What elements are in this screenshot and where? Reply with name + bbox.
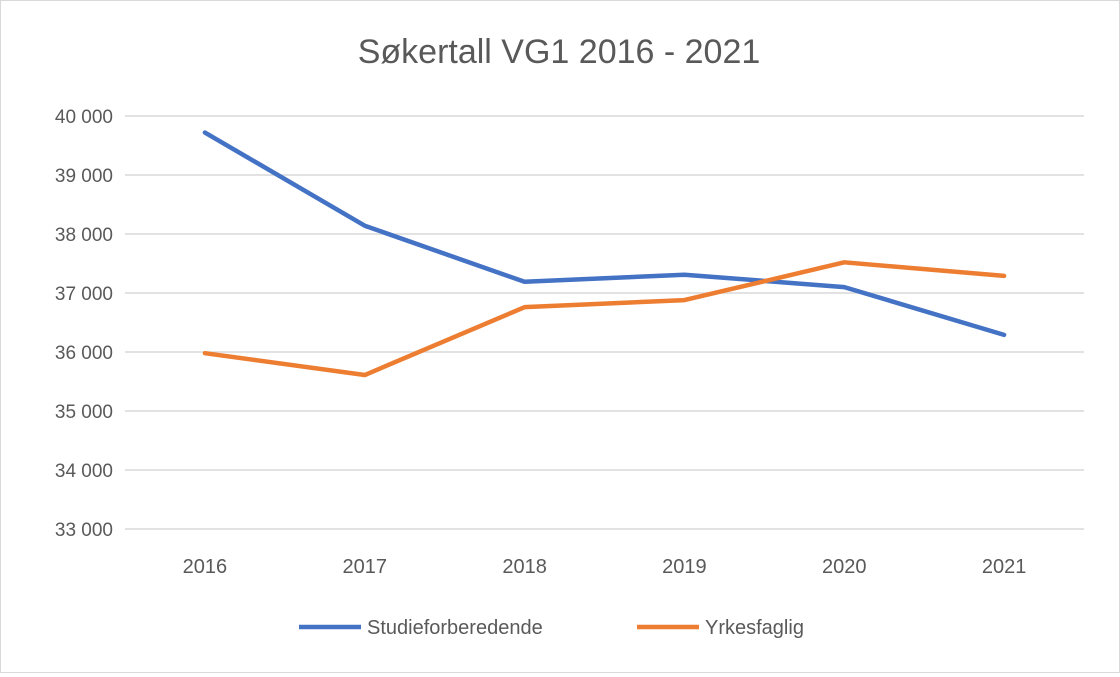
y-tick-label: 37 000: [55, 284, 113, 305]
y-tick-label: 38 000: [55, 225, 113, 246]
legend-item: Yrkesfaglig: [637, 617, 804, 639]
y-axis-ticks: 33 000 34 000 35 000 36 000 37 000 38 000 39 0…: [55, 107, 113, 541]
y-tick-label: 35 000: [55, 402, 113, 423]
legend-item: Studieforberedende: [299, 617, 543, 639]
x-tick-label: 2020: [822, 556, 867, 578]
x-tick-label: 2021: [982, 556, 1027, 578]
x-axis-ticks: 2016 2017 2018 2019 2020 2021: [183, 556, 1027, 578]
legend: Studieforberedende Yrkesfaglig: [299, 617, 804, 639]
chart-title: Søkertall VG1 2016 - 2021: [358, 33, 761, 71]
y-tick-label: 33 000: [55, 520, 113, 541]
x-tick-label: 2018: [502, 556, 547, 578]
y-tick-label: 36 000: [55, 343, 113, 364]
gridlines: [125, 116, 1084, 529]
x-tick-label: 2017: [343, 556, 388, 578]
legend-label: Studieforberedende: [367, 617, 543, 639]
y-tick-label: 39 000: [55, 166, 113, 187]
series-lines: [205, 132, 1004, 375]
y-tick-label: 34 000: [55, 461, 113, 482]
x-tick-label: 2016: [183, 556, 228, 578]
y-tick-label: 40 000: [55, 107, 113, 128]
legend-label: Yrkesfaglig: [705, 617, 804, 639]
x-tick-label: 2019: [662, 556, 707, 578]
